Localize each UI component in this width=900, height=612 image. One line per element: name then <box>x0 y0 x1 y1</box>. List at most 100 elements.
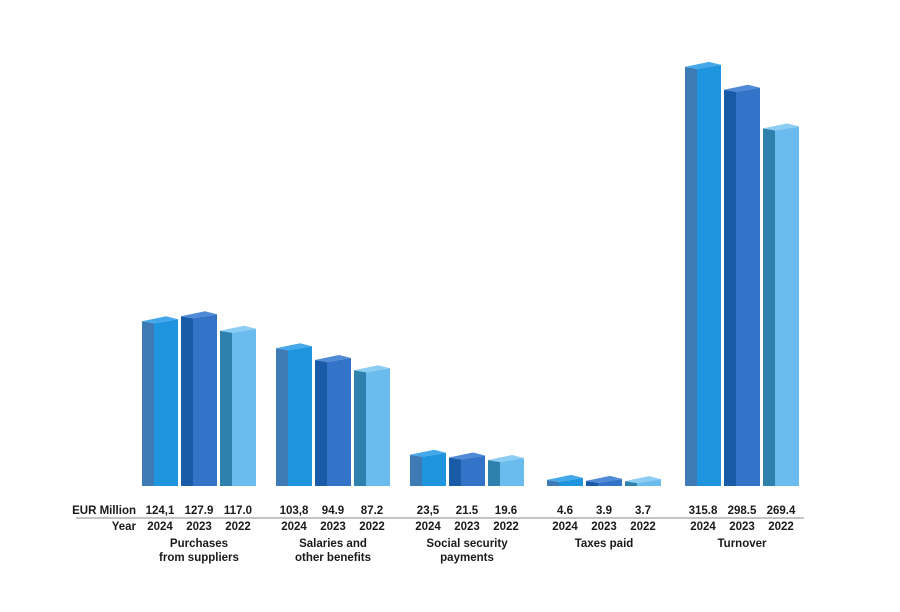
year-tick-label: 2024 <box>281 521 307 533</box>
labels-layer: 124,1 2024 127.9 2023 117.0 2022 Purchases from… <box>146 505 796 564</box>
bar-top-face <box>315 355 351 363</box>
value-label: 124,1 <box>146 505 175 517</box>
category-label-line: from suppliers <box>159 552 239 564</box>
bar-salaries-and-other-benefits-2023 <box>315 355 351 486</box>
bar-turnover-2022 <box>763 123 799 486</box>
bar-side-face <box>586 480 598 486</box>
bar-taxes-paid-2024 <box>547 474 583 486</box>
year-row-label: Year <box>112 521 137 533</box>
bar-top-face <box>410 449 446 457</box>
bar-top-face <box>354 365 390 373</box>
value-label: 117.0 <box>224 505 252 517</box>
bar-front-face <box>327 358 351 486</box>
bar-front-face <box>637 479 661 486</box>
bar-top-face <box>586 475 622 483</box>
bar-social-security-payments-2022 <box>488 454 524 486</box>
value-label: 21.5 <box>456 505 479 517</box>
year-tick-label: 2024 <box>552 521 578 533</box>
year-tick-label: 2024 <box>147 521 173 533</box>
value-label: 19.6 <box>495 505 517 517</box>
value-label: 127.9 <box>185 505 214 517</box>
category-label-taxes-paid: Taxes paid <box>575 538 634 550</box>
value-label: 3.9 <box>596 505 612 517</box>
bar-top-face <box>488 454 524 462</box>
year-tick-label: 2023 <box>591 521 617 533</box>
year-tick-label: 2022 <box>493 521 519 533</box>
value-row-label: EUR Million <box>72 505 136 517</box>
bar-taxes-paid-2022 <box>625 476 661 486</box>
bar-front-face <box>500 457 524 486</box>
bar-front-face <box>697 64 721 486</box>
value-label: 298.5 <box>728 505 757 517</box>
bar-purchases-from-suppliers-2023 <box>181 311 217 486</box>
bar-side-face <box>276 348 288 486</box>
bar-turnover-2024 <box>685 61 721 486</box>
bar-front-face <box>736 87 760 487</box>
year-tick-label: 2022 <box>630 521 656 533</box>
bar-side-face <box>547 479 559 486</box>
category-label-turnover: Turnover <box>718 538 768 550</box>
bar-side-face <box>315 360 327 486</box>
bar-side-face <box>142 321 154 486</box>
bar-front-face <box>461 455 485 486</box>
bar-top-face <box>181 311 217 319</box>
year-tick-label: 2022 <box>225 521 251 533</box>
bar-front-face <box>154 319 178 486</box>
bar-front-face <box>422 452 446 486</box>
category-label-line: Purchases <box>170 538 228 550</box>
category-label-line: payments <box>440 552 494 564</box>
value-label: 315.8 <box>689 505 718 517</box>
category-label-line: Salaries and <box>299 538 367 550</box>
value-label: 23,5 <box>417 505 440 517</box>
year-tick-label: 2023 <box>454 521 480 533</box>
bar-side-face <box>449 457 461 486</box>
bar-side-face <box>220 330 232 486</box>
category-label-line: Social security <box>426 538 508 550</box>
bar-top-face <box>449 452 485 460</box>
bar-social-security-payments-2023 <box>449 452 485 486</box>
bar-salaries-and-other-benefits-2022 <box>354 365 390 486</box>
bar-top-face <box>142 316 178 324</box>
year-tick-label: 2023 <box>186 521 212 533</box>
bar-purchases-from-suppliers-2024 <box>142 316 178 486</box>
year-tick-label: 2023 <box>729 521 755 533</box>
bar-top-face <box>724 84 760 92</box>
category-label-social-security-payments: Social security payments <box>426 538 508 564</box>
year-tick-label: 2022 <box>359 521 385 533</box>
bar-front-face <box>232 328 256 486</box>
year-tick-label: 2022 <box>768 521 794 533</box>
bar-front-face <box>288 346 312 486</box>
bar-side-face <box>488 459 500 486</box>
bar-top-face <box>685 61 721 69</box>
bar-front-face <box>366 368 390 486</box>
bar-top-face <box>547 474 583 482</box>
bar-side-face <box>410 454 422 486</box>
value-label: 4.6 <box>557 505 573 517</box>
bar-purchases-from-suppliers-2022 <box>220 325 256 486</box>
bar-front-face <box>598 478 622 486</box>
bar-front-face <box>559 477 583 486</box>
value-label: 269.4 <box>767 505 796 517</box>
bar-side-face <box>685 66 697 486</box>
bar-side-face <box>724 89 736 487</box>
year-tick-label: 2024 <box>415 521 441 533</box>
category-label-purchases-from-suppliers: Purchases from suppliers <box>159 538 239 564</box>
category-label-line: Turnover <box>718 538 768 550</box>
category-label-line: other benefits <box>295 552 371 564</box>
value-label: 87.2 <box>361 505 383 517</box>
bar-front-face <box>193 314 217 486</box>
value-label: 3.7 <box>635 505 651 517</box>
year-tick-label: 2023 <box>320 521 346 533</box>
bar-side-face <box>354 370 366 486</box>
value-label: 94.9 <box>322 505 344 517</box>
bar-top-face <box>276 343 312 351</box>
bar-side-face <box>763 128 775 486</box>
bar-social-security-payments-2024 <box>410 449 446 486</box>
value-label: 103,8 <box>280 505 309 517</box>
bar-front-face <box>775 126 799 486</box>
category-label-salaries-and-other-benefits: Salaries and other benefits <box>295 538 371 564</box>
bar-turnover-2023 <box>724 84 760 487</box>
bar-side-face <box>625 481 637 486</box>
bar-side-face <box>181 316 193 486</box>
bar-taxes-paid-2023 <box>586 475 622 486</box>
